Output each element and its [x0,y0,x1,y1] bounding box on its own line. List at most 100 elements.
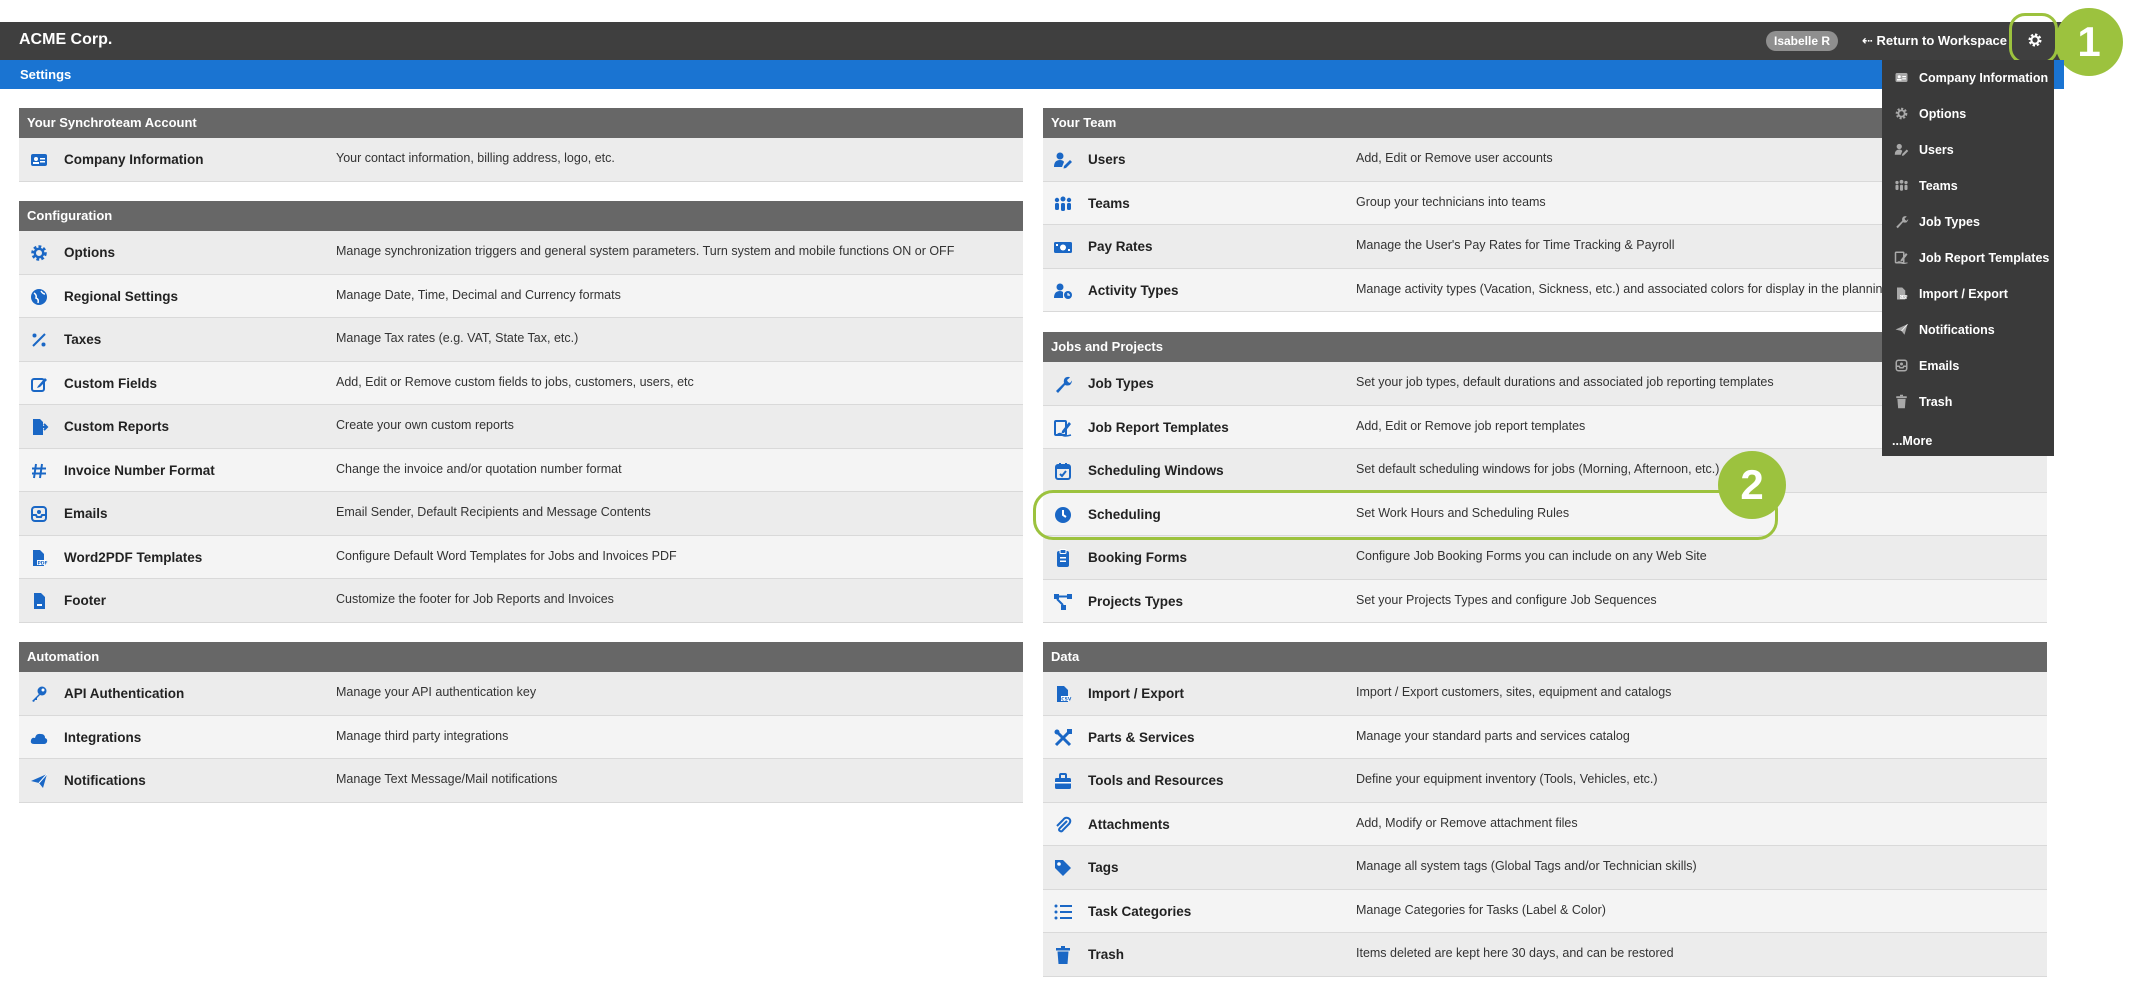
settings-row-tools-and-resources[interactable]: Tools and Resources Define your equipment… [1043,759,2047,803]
brand-name[interactable]: ACME Corp. [19,31,113,48]
settings-row-custom-reports[interactable]: Custom Reports Create your own custom rep… [19,405,1023,449]
settings-row-booking-forms[interactable]: Booking Forms Configure Job Booking Forms… [1043,536,2047,580]
menu-item-notifications[interactable]: Notifications [1882,312,2054,348]
row-label[interactable]: Projects Types [1088,593,1184,609]
return-to-workspace-link[interactable]: ⇠ Return to Workspace [1862,33,2008,48]
row-label[interactable]: Options [64,245,115,260]
row-label[interactable]: Taxes [64,332,102,347]
row-label[interactable]: Invoice Number Format [64,462,215,478]
menu-item-emails[interactable]: Emails [1882,348,2054,384]
row-label[interactable]: Task Categories [1088,903,1192,919]
row-label[interactable]: Integrations [64,729,142,745]
settings-row-teams[interactable]: Teams Group your technicians into teams [1043,181,2047,225]
row-description: Group your technicians into teams [1356,194,1546,209]
row-description: Items deleted are kept here 30 days, and… [1356,946,1674,960]
trash-icon [1056,946,1070,964]
row-label[interactable]: Job Report Templates [1088,419,1229,435]
settings-row-options[interactable]: Options Manage synchronization triggers a… [19,231,1023,275]
row-icon [1053,728,1073,748]
csv-file-icon: CSV [1057,686,1072,702]
row-label[interactable]: API Authentication [64,686,185,701]
row-description: Define your equipment inventory (Tools, … [1356,772,1658,786]
row-label[interactable]: Teams [1088,195,1130,211]
row-icon [29,150,49,170]
settings-row-custom-fields[interactable]: Custom Fields Add, Edit or Remove custom … [19,361,1023,405]
row-label[interactable]: Tags [1088,860,1119,875]
menu-item-import-export[interactable]: CSV Import / Export [1882,276,2054,312]
row-label[interactable]: Tools and Resources [1088,773,1224,788]
settings-row-attachments[interactable]: Attachments Add, Modify or Remove attachm… [1043,802,2047,846]
row-label[interactable]: Users [1088,152,1126,167]
settings-subheader: Settings [0,60,2064,89]
settings-row-notifications[interactable]: Notifications Manage Text Message/Mail no… [19,759,1023,803]
settings-row-job-types[interactable]: Job Types Set your job types, default dur… [1043,362,2047,406]
user-badge[interactable]: Isabelle R [1766,31,1839,51]
top-bar: ACME Corp. Isabelle R ⇠ Return to Worksp… [0,22,2064,60]
callout-highlight-ring [2009,13,2058,64]
clipboard-icon [1057,549,1069,567]
row-label[interactable]: Booking Forms [1088,550,1188,565]
row-label[interactable]: Import / Export [1088,686,1185,701]
settings-row-scheduling-windows[interactable]: Scheduling Windows Set default scheduling… [1043,449,2047,493]
menu-item-more[interactable]: ...More [1892,434,1933,448]
settings-row-company-information[interactable]: Company Information Your contact informat… [19,138,1023,182]
settings-row-api-authentication[interactable]: API Authentication Manage your API authen… [19,672,1023,716]
settings-row-users[interactable]: Users Add, Edit or Remove user accounts [1043,138,2047,182]
row-description: Customize the footer for Job Reports and… [336,592,614,606]
row-label[interactable]: Word2PDF Templates [64,549,203,565]
menu-item-label: Job Types [1919,215,1980,229]
row-label[interactable]: Job Types [1088,376,1154,391]
settings-gear-button[interactable] [2006,22,2064,60]
row-label[interactable]: Parts & Services [1088,729,1195,745]
settings-row-job-report-templates[interactable]: Job Report Templates Add, Edit or Remove … [1043,405,2047,449]
menu-item-trash[interactable]: Trash [1882,384,2054,420]
trash-icon [1896,394,1907,409]
settings-row-parts-and-services[interactable]: Parts & Services Manage your standard par… [1043,715,2047,759]
row-description: Manage Text Message/Mail notifications [336,772,558,786]
settings-row-taxes[interactable]: Taxes Manage Tax rates (e.g. VAT, State T… [19,318,1023,362]
row-icon [29,591,49,611]
settings-row-emails[interactable]: Emails Email Sender, Default Recipients a… [19,492,1023,536]
paper-plane-icon [31,773,48,788]
gear-icon [2028,33,2042,47]
settings-row-integrations[interactable]: Integrations Manage third party integrati… [19,715,1023,759]
user-edit-icon [1894,143,1909,156]
settings-row-invoice-number-format[interactable]: Invoice Number Format Change the invoice … [19,448,1023,492]
row-label[interactable]: Company Information [64,152,204,167]
settings-row-scheduling[interactable]: Scheduling Set Work Hours and Scheduling … [1043,492,2047,536]
row-label[interactable]: Pay Rates [1088,239,1153,254]
row-label[interactable]: Custom Reports [64,419,170,434]
row-label[interactable]: Trash [1088,947,1125,962]
settings-row-pay-rates[interactable]: Pay Rates Manage the User's Pay Rates for… [1043,225,2047,269]
row-label[interactable]: Attachments [1088,816,1170,832]
wrench-icon [1896,216,1909,229]
settings-row-import-export[interactable]: CSV Import / Export Import / Export custom… [1043,672,2047,716]
gear-icon [1895,107,1908,120]
row-label[interactable]: Custom Fields [64,375,158,391]
menu-item-teams[interactable]: Teams [1882,168,2054,204]
settings-row-task-categories[interactable]: Task Categories Manage Categories for Tas… [1043,889,2047,933]
settings-row-projects-types[interactable]: Projects Types Set your Projects Types an… [1043,579,2047,623]
settings-row-footer[interactable]: Footer Customize the footer for Job Repor… [19,579,1023,623]
settings-row-tags[interactable]: Tags Manage all system tags (Global Tags … [1043,846,2047,890]
row-label[interactable]: Notifications [64,773,146,788]
row-label[interactable]: Activity Types [1088,282,1179,298]
row-label[interactable]: Regional Settings [64,288,179,304]
settings-row-regional-settings[interactable]: Regional Settings Manage Date, Time, Deci… [19,274,1023,318]
settings-row-word2pdf-templates[interactable]: PDF Word2PDF Templates Configure Default W… [19,535,1023,579]
settings-row-trash[interactable]: Trash Items deleted are kept here 30 days… [1043,933,2047,977]
row-label[interactable]: Scheduling Windows [1088,463,1224,478]
menu-item-job-report-templates[interactable]: Job Report Templates [1882,240,2054,276]
section-header: Data [1043,642,2047,672]
menu-item-label: Job Report Templates [1919,251,2050,265]
menu-item-job-types[interactable]: Job Types [1882,204,2054,240]
menu-item-company-information[interactable]: Company Information [1882,60,2054,96]
menu-item-users[interactable]: Users [1882,132,2054,168]
row-label[interactable]: Footer [64,593,106,608]
menu-item-options[interactable]: Options [1882,96,2054,132]
row-description: Manage activity types (Vacation, Sicknes… [1356,281,1890,296]
row-label[interactable]: Scheduling [1088,506,1161,522]
cloud-icon [30,733,48,744]
row-label[interactable]: Emails [64,506,108,521]
settings-row-activity-types[interactable]: Activity Types Manage activity types (Vac… [1043,268,2047,312]
